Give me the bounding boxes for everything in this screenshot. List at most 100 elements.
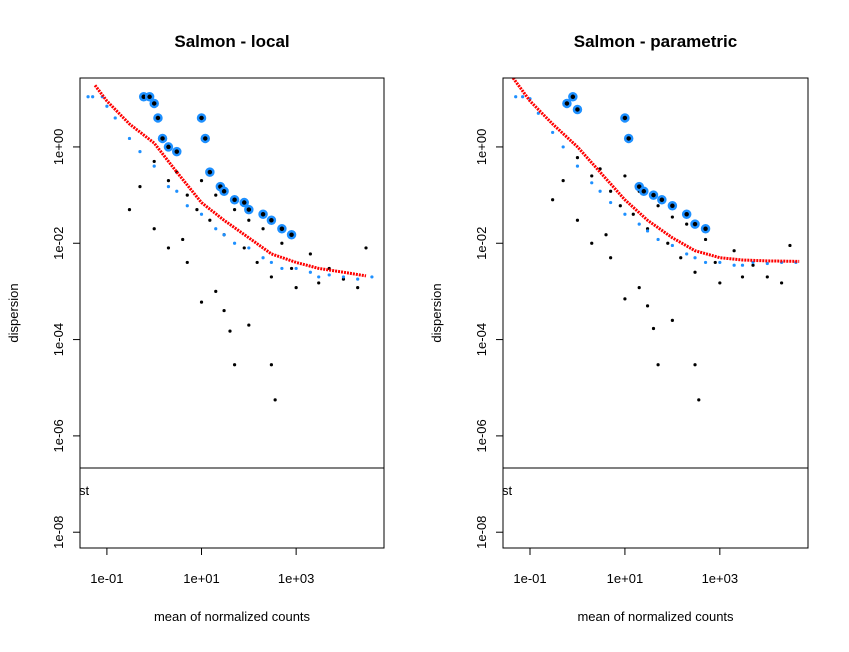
point: [269, 275, 273, 279]
outlier-point: [205, 167, 215, 177]
point: [113, 116, 117, 120]
x-axis-label: mean of normalized counts: [154, 609, 311, 624]
point: [693, 363, 697, 367]
outlier-point: [144, 92, 155, 102]
point: [232, 241, 237, 245]
point: [127, 136, 132, 141]
point: [666, 241, 670, 245]
point: [623, 212, 627, 216]
outlier-point: [196, 113, 207, 123]
point: [232, 207, 237, 212]
point: [181, 237, 185, 242]
point: [341, 275, 346, 279]
point: [247, 323, 251, 327]
fitted-line: [93, 84, 367, 278]
point: [670, 243, 674, 248]
point: [623, 174, 627, 178]
point: [308, 252, 312, 256]
point: [732, 249, 736, 253]
outlier-point: [681, 209, 692, 220]
point: [222, 308, 226, 313]
point: [575, 164, 580, 168]
point: [255, 260, 259, 265]
point: [637, 285, 641, 290]
point: [590, 174, 594, 178]
outlier-point: [149, 98, 159, 109]
point: [185, 260, 189, 265]
x-axis-label: mean of normalized counts: [577, 609, 734, 624]
point: [575, 156, 580, 160]
y-tick-label: 1e-06: [474, 419, 489, 452]
outlier-point: [172, 146, 182, 157]
outlier-point: [163, 142, 174, 152]
y-tick-label: 1e+00: [474, 129, 489, 166]
point: [127, 207, 132, 212]
point: [609, 200, 613, 205]
outlier-point: [657, 195, 667, 205]
y-tick-label: 1e-06: [51, 419, 66, 452]
point: [232, 363, 237, 367]
plot-frame: [79, 77, 385, 549]
outlier-point: [219, 186, 229, 197]
point: [294, 266, 298, 271]
point: [670, 215, 674, 219]
point: [341, 277, 346, 281]
point: [718, 281, 722, 285]
legend: st: [503, 483, 513, 498]
plot-frame: [502, 77, 809, 549]
chart-title: Salmon - parametric: [574, 32, 737, 51]
point: [693, 256, 697, 260]
point: [269, 260, 273, 265]
point: [604, 233, 608, 237]
point: [356, 285, 360, 290]
y-tick-label: 1e-02: [474, 227, 489, 260]
point: [718, 260, 722, 265]
outlier-point: [667, 201, 678, 211]
point: [561, 178, 565, 183]
point: [247, 218, 251, 222]
point: [609, 256, 613, 260]
point: [222, 233, 226, 237]
x-tick-label: 1e-01: [90, 571, 123, 586]
point: [152, 227, 156, 231]
y-tick-label: 1e-04: [51, 323, 66, 356]
outlier-point: [572, 104, 583, 115]
point: [356, 277, 360, 281]
point: [779, 281, 784, 285]
point: [289, 266, 294, 271]
point: [199, 300, 204, 304]
point: [656, 204, 660, 208]
point: [166, 178, 171, 183]
outlier-point: [562, 98, 572, 109]
point: [703, 237, 708, 242]
point: [199, 212, 204, 216]
point: [364, 246, 368, 250]
point: [105, 104, 109, 108]
point: [561, 145, 565, 149]
chart-title: Salmon - local: [174, 32, 289, 51]
point: [697, 398, 701, 402]
y-axis-label: dispersion: [429, 283, 444, 342]
point: [269, 363, 273, 367]
point: [732, 263, 736, 267]
point: [536, 111, 540, 115]
point: [308, 270, 312, 274]
fitted-line: [511, 78, 800, 263]
y-tick-label: 1e-04: [474, 323, 489, 356]
point: [185, 204, 189, 208]
point: [138, 150, 142, 154]
point: [590, 241, 594, 245]
point: [242, 246, 246, 250]
x-tick-label: 1e-01: [513, 571, 546, 586]
outlier-point: [277, 224, 287, 234]
y-tick-label: 1e+00: [51, 129, 66, 166]
point: [166, 246, 171, 250]
point: [370, 275, 374, 279]
point: [765, 275, 769, 279]
point: [788, 243, 792, 248]
point: [152, 164, 156, 168]
point: [609, 189, 613, 193]
point: [214, 193, 218, 197]
outlier-point: [700, 224, 711, 234]
point: [645, 229, 650, 233]
